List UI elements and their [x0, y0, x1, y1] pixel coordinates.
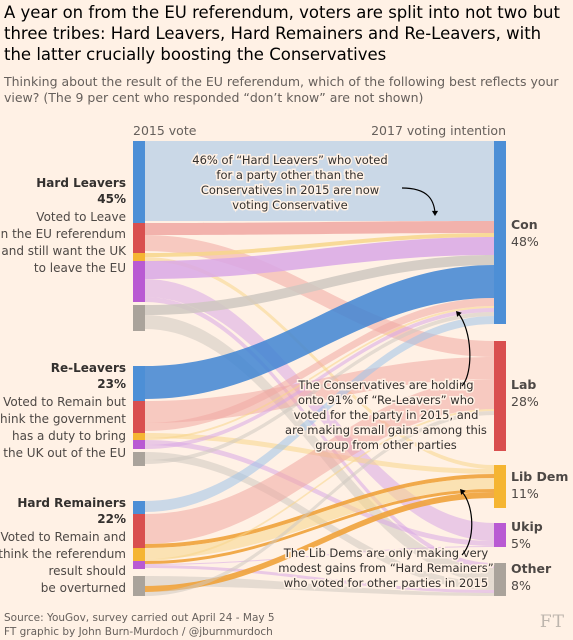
group-desc-1-1: think the government — [0, 412, 126, 426]
group-desc-1-0: Voted to Remain but — [3, 395, 126, 409]
right-bar-ukip — [494, 523, 506, 547]
group-desc-2-0: Voted to Remain and — [0, 530, 126, 544]
chart-subtitle: Thinking about the result of the EU refe… — [4, 74, 559, 105]
annotation-1-line-1: onto 91% of “Re-Leavers” who — [298, 393, 474, 407]
left-bar-oth — [133, 576, 145, 596]
group-name-0: Hard Leavers — [36, 176, 126, 190]
flow-lab-to-con — [145, 298, 494, 431]
flow-lab-to-lab — [145, 235, 494, 357]
dest-value-4: 8% — [511, 578, 531, 593]
flow-oth-to-ld — [145, 492, 494, 592]
annotation-arrow-2 — [461, 491, 473, 556]
left-bar-con — [133, 141, 145, 223]
annotation-1-line-4: group from other parties — [315, 438, 457, 452]
flow-ukip-to-ld — [145, 489, 494, 564]
dest-name-0: Con — [511, 217, 538, 232]
dest-name-4: Other — [511, 561, 552, 576]
flow-con-to-con — [145, 316, 494, 512]
annotation-2-line-1: modest gains from “Hard Remainers” — [278, 561, 493, 575]
chart-title: A year on from the EU referendum, voters… — [4, 3, 560, 64]
dest-name-1: Lab — [511, 377, 536, 392]
left-bar-ukip — [133, 561, 145, 569]
group-desc-0-0: Voted to Leave — [36, 210, 126, 224]
dest-value-1: 28% — [511, 394, 539, 409]
flow-ukip-to-ukip — [145, 440, 494, 546]
flow-ukip-to-oth — [145, 297, 494, 568]
left-bar-con — [133, 501, 145, 514]
annotation-0-line-1: for a party other than the — [216, 168, 363, 182]
flow-lab-to-ld — [145, 474, 494, 548]
annotation-arrow-2-head — [460, 489, 466, 495]
left-bar-oth — [133, 452, 145, 466]
flow-ld-to-con — [145, 233, 494, 257]
group-desc-0-3: to leave the EU — [34, 261, 126, 275]
left-bar-ukip — [133, 440, 145, 449]
flow-oth-to-oth — [145, 576, 494, 596]
flow-oth-to-lab — [145, 411, 494, 596]
group-desc-0-1: in the EU referendum — [0, 227, 126, 241]
group-desc-2-2: result should — [48, 564, 126, 578]
annotation-arrow-1 — [457, 312, 471, 387]
flow-ukip-to-con — [145, 237, 494, 279]
dest-value-2: 11% — [511, 486, 539, 501]
right-axis-label: 2017 voting intention — [371, 123, 506, 138]
flow-ukip-to-ukip — [145, 546, 494, 565]
annotation-0-line-2: Conservatives in 2015 are now — [201, 183, 379, 197]
group-desc-1-3: the UK out of the EU — [3, 446, 126, 460]
flow-ld-to-con — [145, 306, 494, 440]
flow-ukip-to-oth — [145, 565, 494, 593]
left-bar-lab — [133, 223, 145, 253]
flow-lab-to-lab — [145, 379, 494, 544]
flow-oth-to-con — [145, 312, 494, 464]
group-desc-0-2: and still want the UK — [1, 244, 127, 258]
annotation-arrow-0-head — [431, 210, 439, 216]
group-desc-2-3: be overturned — [41, 581, 126, 595]
annotation-2-line-2: who voted for other parties in 2015 — [284, 576, 488, 590]
annotation-arrow-0 — [401, 187, 436, 214]
group-name-1: Re-Leavers — [51, 361, 126, 375]
flow-ld-to-lab — [145, 409, 494, 561]
annotation-0-line-3: voting Conservative — [232, 198, 347, 212]
flow-con-to-con — [145, 265, 494, 399]
right-bar-lab — [494, 341, 506, 451]
dest-value-0: 48% — [511, 234, 539, 249]
flow-ld-to-ld — [145, 478, 494, 559]
left-bar-lab — [133, 514, 145, 548]
group-name-2: Hard Remainers — [17, 496, 126, 510]
group-desc-2-1: think the referendum — [0, 547, 126, 561]
annotation-1-line-2: voted for the party in 2015, and — [294, 408, 479, 422]
flow-con-to-con — [145, 141, 494, 221]
credit-note: FT graphic by John Burn-Murdoch / @jburn… — [4, 626, 273, 638]
flow-lab-to-con — [145, 221, 494, 235]
left-bar-lab — [133, 401, 145, 433]
annotation-0-line-0: 46% of “Hard Leavers” who voted — [192, 153, 387, 167]
dest-value-3: 5% — [511, 536, 531, 551]
annotation-arrow-1-head — [456, 311, 462, 317]
annotation-2-line-0: The Lib Dems are only making very — [283, 546, 489, 560]
left-axis-label: 2015 vote — [133, 123, 197, 138]
left-bar-oth — [133, 305, 145, 331]
right-bar-oth — [494, 563, 506, 596]
dest-name-2: Lib Dem — [511, 469, 568, 484]
left-bar-ld — [133, 548, 145, 561]
left-bar-ukip — [133, 261, 145, 302]
left-bar-con — [133, 366, 145, 401]
left-bar-ld — [133, 253, 145, 261]
annotation-1-line-0: The Conservatives are holding — [297, 378, 473, 392]
left-bar-ld — [133, 433, 145, 440]
group-desc-1-2: has a duty to bring — [12, 429, 126, 443]
flow-oth-to-con — [145, 255, 494, 315]
right-bar-ld — [494, 465, 506, 508]
group-value-2: 22% — [97, 512, 126, 526]
group-value-0: 45% — [97, 192, 126, 206]
source-note: Source: YouGov, survey carried out April… — [4, 612, 275, 624]
dest-name-3: Ukip — [511, 519, 543, 534]
group-value-1: 23% — [97, 377, 126, 391]
flow-ukip-to-con — [145, 308, 494, 449]
ft-logo: FT — [539, 612, 565, 632]
annotation-1-line-3: are making small gains among this — [285, 423, 487, 437]
right-bar-con — [494, 141, 506, 324]
